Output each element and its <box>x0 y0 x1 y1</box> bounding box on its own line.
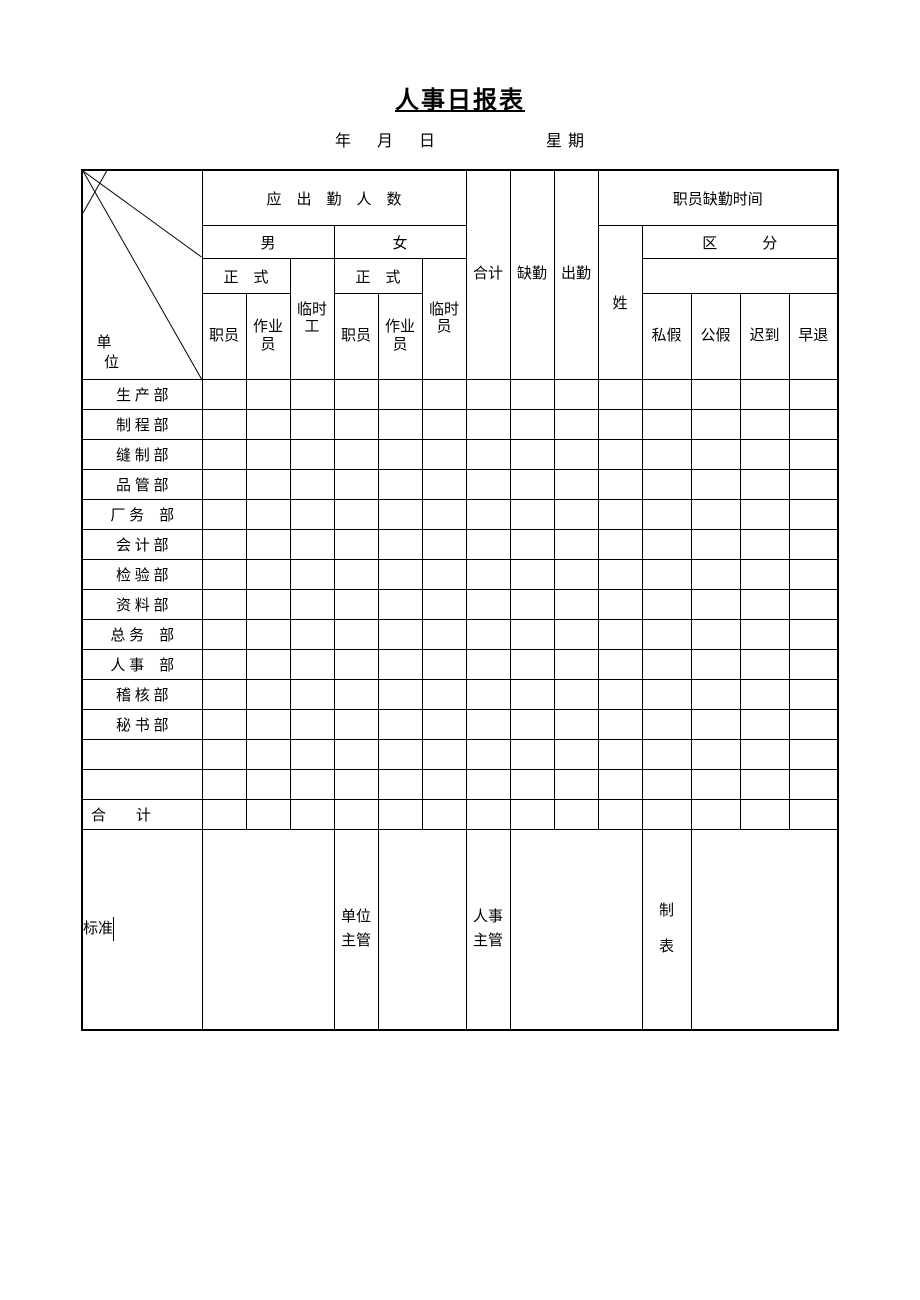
footer-hr-mgr: 人事主管 <box>466 830 510 1030</box>
dept-name: 检 验 部 <box>82 560 202 590</box>
table-row: 缝 制 部 <box>82 440 838 470</box>
header-staff-f: 职员 <box>334 294 378 380</box>
header-staff-m: 职员 <box>202 294 246 380</box>
header-temp-f: 临时员 <box>422 259 466 380</box>
page-title: 人事日报表 <box>395 80 525 115</box>
table-row: 检 验 部 <box>82 560 838 590</box>
date-line: 年 月 日 星 期 <box>325 127 595 151</box>
dept-name: 资 料 部 <box>82 590 202 620</box>
table-row: 制 程 部 <box>82 410 838 440</box>
dept-name: 总 务 部 <box>82 620 202 650</box>
dept-name: 稽 核 部 <box>82 680 202 710</box>
header-worker-m: 作业员 <box>246 294 290 380</box>
header-absent: 缺勤 <box>510 170 554 380</box>
header-leave-public: 公假 <box>691 294 740 380</box>
table-row: 厂 务 部 <box>82 500 838 530</box>
table-row: 总 务 部 <box>82 620 838 650</box>
header-unit: 单 位 <box>89 334 119 373</box>
label-day: 日 <box>419 133 436 150</box>
table-row: 稽 核 部 <box>82 680 838 710</box>
dept-name: 品 管 部 <box>82 470 202 500</box>
header-male: 男 <box>202 226 334 259</box>
label-month: 月 <box>377 133 394 150</box>
header-female: 女 <box>334 226 466 259</box>
table-row: 资 料 部 <box>82 590 838 620</box>
table-row <box>82 770 838 800</box>
dept-name: 秘 书 部 <box>82 710 202 740</box>
dept-name: 厂 务 部 <box>82 500 202 530</box>
label-weekday: 星 期 <box>546 133 585 150</box>
header-formal-m: 正 式 <box>202 259 290 294</box>
subtotal-label: 合 计 <box>82 800 202 830</box>
dept-name <box>82 770 202 800</box>
table-row: 生 产 部 <box>82 380 838 410</box>
label-year: 年 <box>335 133 352 150</box>
subtotal-row: 合 计 <box>82 800 838 830</box>
dept-name: 会 计 部 <box>82 530 202 560</box>
header-temp-m: 临时工 <box>290 259 334 380</box>
header-absence-time: 职员缺勤时间 <box>598 170 838 226</box>
table-row <box>82 740 838 770</box>
header-leave-personal: 私假 <box>642 294 691 380</box>
dept-name <box>82 740 202 770</box>
header-early: 早退 <box>789 294 838 380</box>
header-present: 出勤 <box>554 170 598 380</box>
dept-name: 人 事 部 <box>82 650 202 680</box>
header-category: 区 分 <box>642 226 838 259</box>
header-total: 合计 <box>466 170 510 380</box>
footer-maker: 制 表 <box>642 830 691 1030</box>
diagonal-header: 单 位 <box>82 170 202 380</box>
dept-name: 制 程 部 <box>82 410 202 440</box>
table-row: 人 事 部 <box>82 650 838 680</box>
footer-row: 标准 单位主管 人事主管 制 表 <box>82 830 838 1030</box>
report-table: 单 位 应 出 勤 人 数 合计 缺勤 出勤 职员缺勤时间 男 女 姓 区 分 … <box>81 169 839 1031</box>
header-worker-f: 作业员 <box>378 294 422 380</box>
footer-standard: 标准 <box>83 917 114 941</box>
dept-name: 生 产 部 <box>82 380 202 410</box>
table-row: 会 计 部 <box>82 530 838 560</box>
header-name: 姓 <box>598 226 642 380</box>
footer-unit-mgr: 单位主管 <box>334 830 378 1030</box>
table-row: 秘 书 部 <box>82 710 838 740</box>
header-late: 迟到 <box>740 294 789 380</box>
dept-name: 缝 制 部 <box>82 440 202 470</box>
header-attendance: 应 出 勤 人 数 <box>202 170 466 226</box>
header-formal-f: 正 式 <box>334 259 422 294</box>
table-row: 品 管 部 <box>82 470 838 500</box>
